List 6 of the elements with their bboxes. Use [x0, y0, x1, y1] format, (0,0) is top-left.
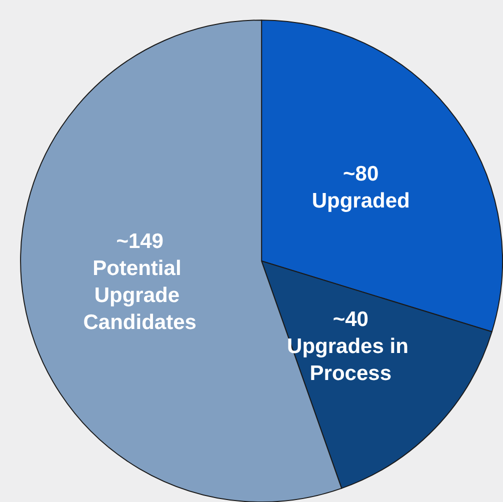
data-label: ~149	[116, 230, 164, 253]
slice-label: Upgraded	[312, 190, 410, 213]
data-label: ~40	[332, 308, 368, 332]
slice-label: Potential Upgrade Candidates	[83, 256, 196, 334]
data-label: ~80	[343, 162, 379, 186]
slice-label: Upgrades in Process	[287, 335, 414, 386]
